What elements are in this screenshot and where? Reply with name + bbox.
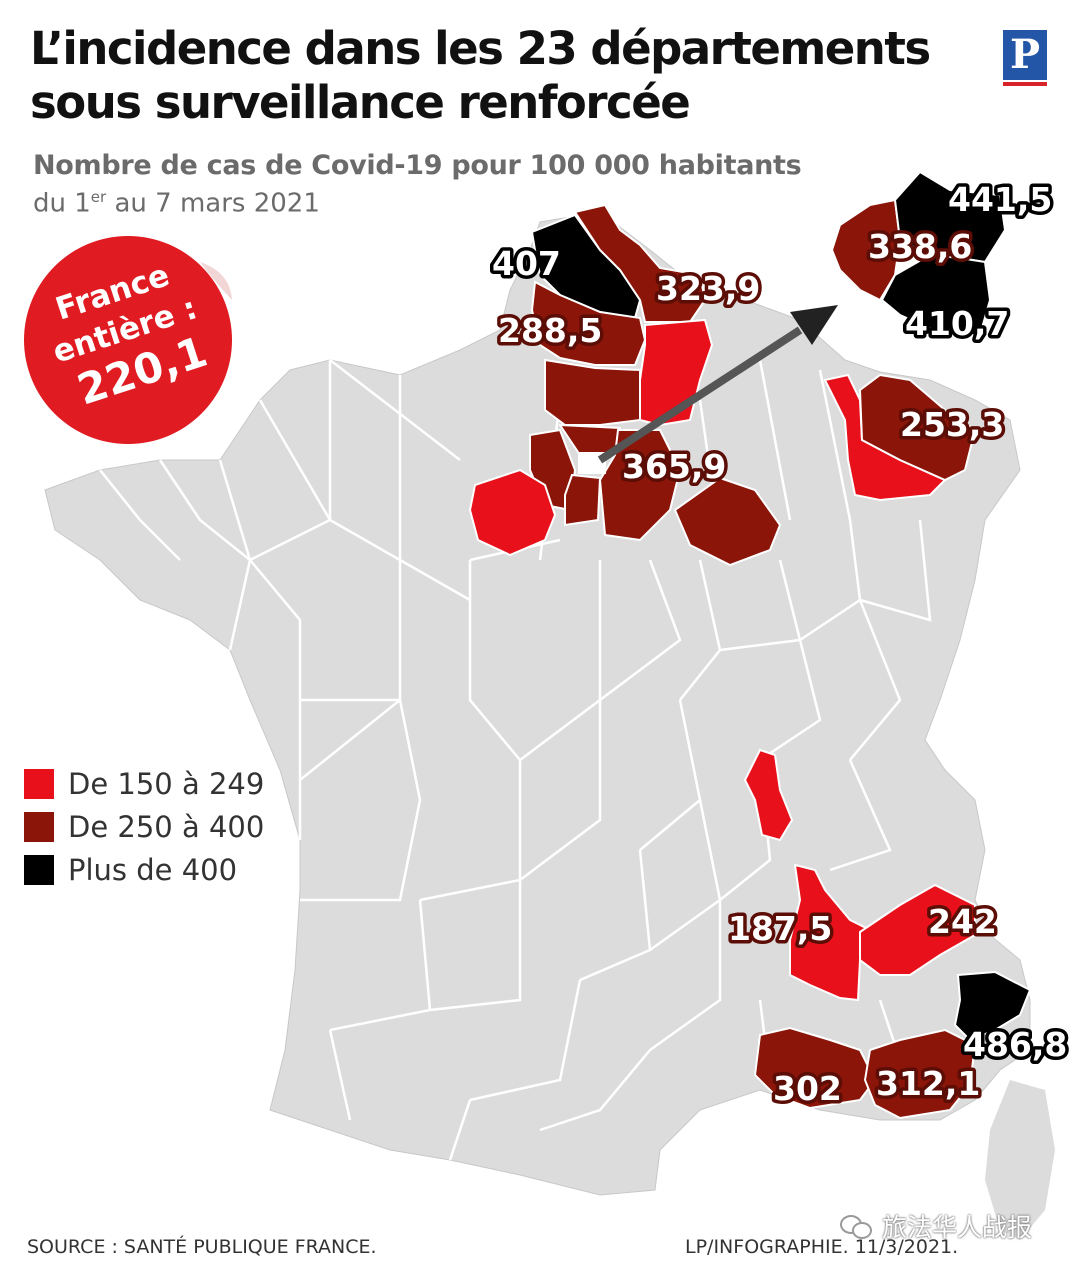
date-prefix: du 1 (33, 188, 91, 219)
label-paris: 441,5 (948, 180, 1052, 219)
legend-swatch-tier1 (24, 768, 54, 799)
date-range: du 1er au 7 mars 2021 (33, 188, 320, 219)
wechat-icon (840, 1213, 872, 1239)
dept-meuse-moselle-red (823, 373, 947, 502)
dept-bouches-du-rhone (753, 1026, 877, 1110)
date-suffix: au 7 mars 2021 (106, 188, 320, 219)
source-note: SOURCE : SANTÉ PUBLIQUE FRANCE. (27, 1236, 377, 1258)
dept-seine-et-marne (598, 429, 682, 542)
dept-alpes-maritimes (953, 970, 1032, 1042)
label-hautes-alpes: 242 (928, 902, 997, 941)
map-title: L’incidence dans les 23 départements sou… (30, 22, 931, 130)
dept-hautes-alpes (859, 883, 976, 976)
le-parisien-logo: P (1003, 30, 1047, 86)
label-bouches-du-rhone: 302 (773, 1069, 842, 1108)
title-line-1: L’incidence dans les 23 départements (30, 22, 931, 75)
label-ile-de-france: 365,9 (622, 447, 726, 486)
legend-item-tier3: Plus de 400 (24, 848, 264, 891)
france-entiere-sticker: France entière : 220,1 (24, 236, 232, 444)
inset-val-de-marne (880, 253, 992, 336)
label-pas-de-calais: 407 (492, 244, 561, 283)
legend-label-tier3: Plus de 400 (68, 852, 238, 887)
label-drome: 187,5 (728, 909, 832, 948)
department-borders (99, 359, 932, 1161)
legend-label-tier1: De 150 à 249 (68, 766, 265, 801)
wechat-account-name: 旅法华人战报 (882, 1213, 1033, 1242)
map-subtitle: Nombre de cas de Covid-19 pour 100 000 h… (33, 150, 802, 181)
legend-swatch-tier2 (24, 811, 54, 842)
sticker-circle (24, 236, 232, 444)
dept-aube (673, 476, 782, 567)
label-val-de-marne: 410,7 (905, 304, 1009, 343)
label-alpes-maritimes: 486,8 (963, 1025, 1067, 1064)
title-line-2: sous surveillance renforcée (30, 76, 691, 129)
inset-paris (893, 170, 1007, 264)
france-mainland (44, 211, 1031, 1196)
label-hauts-de-seine: 338,6 (868, 227, 972, 266)
credit-note: LP/INFOGRAPHIE. 11/3/2021. (685, 1236, 959, 1258)
dept-somme (530, 280, 647, 366)
label-moselle: 253,3 (900, 405, 1004, 444)
wechat-watermark: 旅法华人战报 (840, 1208, 1032, 1244)
dept-loire (743, 748, 794, 842)
dept-var (863, 1028, 977, 1120)
dept-nord (573, 203, 707, 323)
label-nord: 323,9 (656, 269, 760, 308)
dept-eure-et-loir (468, 468, 557, 557)
legend-item-tier1: De 150 à 249 (24, 762, 264, 805)
label-somme-oise: 288,5 (498, 311, 602, 350)
legend-item-tier2: De 250 à 400 (24, 805, 264, 848)
dept-drome (789, 863, 872, 1002)
dept-moselle (858, 373, 977, 482)
arrow-to-inset (597, 305, 838, 464)
sticker-curl (200, 262, 232, 300)
corsica (985, 1080, 1055, 1240)
date-superscript: er (90, 188, 107, 206)
legend-swatch-tier3 (24, 854, 54, 885)
label-var: 312,1 (876, 1064, 980, 1103)
dept-yvelines (564, 473, 602, 527)
legend: De 150 à 249 De 250 à 400 Plus de 400 (24, 762, 264, 891)
legend-label-tier2: De 250 à 400 (68, 809, 265, 844)
dept-oise (544, 358, 641, 426)
